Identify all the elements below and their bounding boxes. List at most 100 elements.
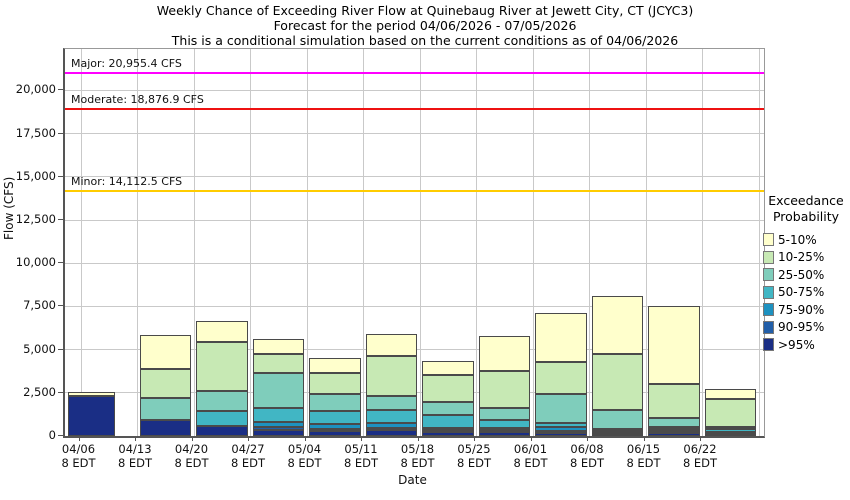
y-tick-mark — [58, 89, 63, 91]
chart-header: Weekly Chance of Exceeding River Flow at… — [0, 3, 850, 48]
x-tick-label-04/27: 04/27 8 EDT — [230, 442, 266, 470]
bar-segment-90-95% — [648, 431, 700, 434]
bar-segment-10-25% — [591, 353, 643, 411]
x-axis-title: Date — [398, 473, 427, 487]
x-tick-label-06/01: 06/01 8 EDT — [513, 442, 548, 470]
x-tick-mark — [417, 437, 419, 441]
threshold-line-moderate — [65, 107, 764, 110]
h-gridline — [65, 262, 764, 264]
bar-segment-5-10% — [704, 389, 756, 400]
x-tick-mark — [135, 437, 136, 441]
bar-segment-10-25% — [422, 375, 474, 403]
v-gridline — [702, 49, 703, 436]
y-tick-label: 15,000 — [15, 168, 56, 183]
x-tick-label-05/25: 05/25 8 EDT — [456, 442, 492, 470]
h-gridline — [65, 219, 764, 221]
bar-segment-25-50% — [365, 395, 417, 410]
bar-segment-25-50% — [591, 410, 643, 430]
bar-segment-10-25% — [196, 342, 248, 391]
bar-segment-5-10% — [535, 313, 587, 363]
legend-item-10-25%: 10-25% — [763, 249, 849, 267]
bar-segment-75-90% — [648, 429, 700, 432]
v-gridline — [758, 49, 760, 436]
v-gridline — [193, 49, 195, 436]
legend-swatch-icon — [763, 268, 774, 282]
bar-segment->95% — [196, 426, 248, 436]
bar-segment-5-10% — [196, 321, 248, 343]
bar-segment-5-10% — [478, 335, 530, 371]
y-tick-mark — [58, 132, 63, 134]
legend-swatch-icon — [763, 303, 774, 317]
bar-segment-10-25% — [139, 369, 191, 399]
bar-segment->95% — [309, 430, 361, 436]
legend-swatch-icon — [763, 250, 774, 264]
bar-segment-5-10% — [139, 334, 191, 370]
bar-segment-50-75% — [704, 429, 756, 433]
y-tick-mark — [58, 262, 63, 264]
bar-segment-50-75% — [196, 410, 248, 427]
bar-segment-10-25% — [648, 384, 700, 419]
chart-title: Weekly Chance of Exceeding River Flow at… — [156, 3, 694, 18]
y-axis-title: Flow (CFS) — [2, 176, 16, 240]
bar-segment-75-90% — [309, 423, 361, 429]
legend-item-75-90%: 75-90% — [763, 301, 849, 319]
threshold-line-major — [65, 71, 764, 74]
x-tick-mark — [587, 437, 588, 441]
bar-segment-5-10% — [365, 333, 417, 357]
x-tick-label-04/06: 04/06 8 EDT — [61, 442, 96, 470]
legend-item-90-95%: 90-95% — [763, 319, 849, 337]
bar-segment->95% — [648, 433, 700, 436]
y-tick-mark — [58, 391, 63, 393]
h-gridline — [65, 89, 764, 91]
x-tick-mark — [361, 437, 362, 441]
chart-subtitle: Forecast for the period 04/06/2026 - 07/… — [273, 18, 577, 33]
bar-segment-25-50% — [196, 390, 248, 411]
y-tick-label: 7,500 — [23, 298, 56, 313]
legend-label: 75-90% — [778, 302, 825, 317]
bar-segment-50-75% — [365, 409, 417, 423]
y-tick-label: 20,000 — [15, 82, 56, 97]
bar-segment-10-25% — [535, 362, 587, 395]
x-tick-mark — [643, 437, 645, 441]
x-tick-mark — [78, 437, 80, 441]
bar-segment-5-10% — [68, 392, 115, 397]
threshold-label-major: Major: 20,955.4 CFS — [71, 56, 182, 70]
y-tick-label: 17,500 — [15, 125, 56, 140]
h-gridline — [65, 176, 764, 178]
bar-segment->95% — [422, 431, 474, 436]
bar-segment-10-25% — [365, 356, 417, 396]
bar-segment-10-25% — [252, 353, 304, 374]
bar-segment-5-10% — [591, 296, 643, 354]
v-gridline — [80, 49, 82, 436]
bar-segment-75-90% — [252, 421, 304, 428]
bar-segment-50-75% — [422, 415, 474, 429]
bar-segment-25-50% — [478, 408, 530, 420]
bar-segment-10-25% — [478, 370, 530, 409]
legend-label: 10-25% — [778, 250, 825, 265]
legend-label: 50-75% — [778, 285, 825, 300]
bar-segment-10-25% — [309, 372, 361, 395]
v-gridline — [419, 49, 421, 436]
legend-label: 25-50% — [778, 267, 825, 282]
y-tick-label: 12,500 — [15, 212, 56, 227]
bar-segment->95% — [252, 430, 304, 436]
bar-segment-25-50% — [139, 398, 191, 420]
bar-segment->95% — [478, 432, 530, 436]
v-gridline — [645, 49, 647, 436]
v-gridline — [137, 49, 138, 436]
x-tick-label-04/13: 04/13 8 EDT — [117, 442, 153, 470]
legend-swatch-icon — [763, 320, 774, 334]
bar-segment-90-95% — [535, 431, 587, 434]
x-tick-label-04/20: 04/20 8 EDT — [174, 442, 209, 470]
bar-segment-90-95% — [365, 428, 417, 431]
threshold-line-minor — [65, 190, 764, 193]
y-tick-mark — [58, 348, 63, 350]
y-tick-mark — [58, 175, 63, 177]
x-tick-label-05/04: 05/04 8 EDT — [287, 442, 322, 470]
legend-swatch-icon — [763, 285, 774, 299]
bar-segment-25-50% — [648, 418, 700, 428]
legend-item->95%: >95% — [763, 336, 849, 354]
x-tick-mark — [700, 437, 701, 441]
threshold-label-moderate: Moderate: 18,876.9 CFS — [71, 92, 204, 106]
threshold-label-minor: Minor: 14,112.5 CFS — [71, 175, 183, 189]
